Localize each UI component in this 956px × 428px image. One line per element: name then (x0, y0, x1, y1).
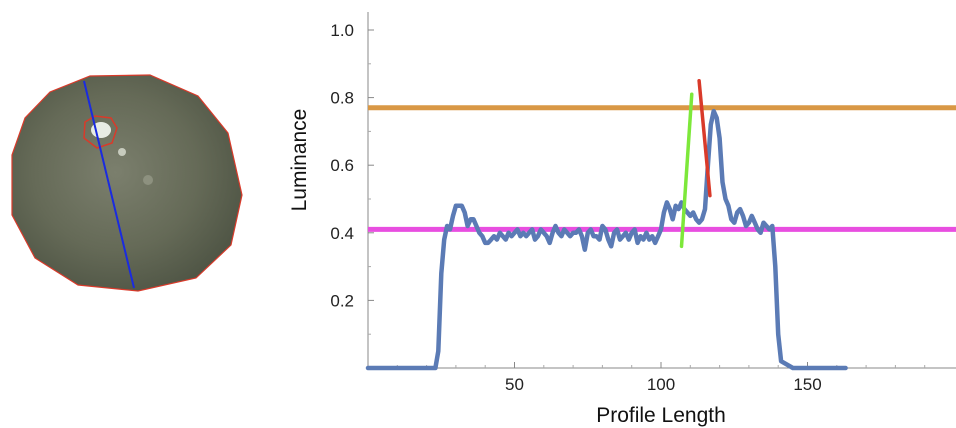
coin-sample-body (11, 74, 243, 292)
sample-image-panel (11, 74, 243, 292)
x-tick-label: 50 (505, 375, 524, 394)
y-axis-title: Luminance (288, 109, 311, 212)
chart-ticks: 0.2 0.4 0.6 0.8 1.0 50 100 150 (330, 21, 926, 394)
luminance-profile-line (365, 108, 848, 371)
profile-series (365, 108, 848, 371)
profile-scan-line (83, 80, 135, 289)
y-tick-label: 1.0 (330, 21, 354, 40)
chart-axes (367, 12, 956, 369)
y-tick-label: 0.6 (330, 156, 354, 175)
coin-spot-small-2 (143, 175, 153, 185)
y-tick-label: 0.2 (330, 291, 354, 310)
y-tick-label: 0.8 (330, 89, 354, 108)
edge-fit-lines (679, 78, 712, 249)
falling-edge-fit-line (697, 78, 712, 198)
rising-edge-fit-line (679, 92, 694, 249)
y-tick-label: 0.4 (330, 224, 354, 243)
coin-spot-small (118, 148, 126, 156)
x-tick-label: 150 (793, 375, 821, 394)
x-tick-label: 100 (647, 375, 675, 394)
highlight-region-outline (83, 115, 118, 149)
x-axis-title: Profile Length (596, 404, 726, 427)
